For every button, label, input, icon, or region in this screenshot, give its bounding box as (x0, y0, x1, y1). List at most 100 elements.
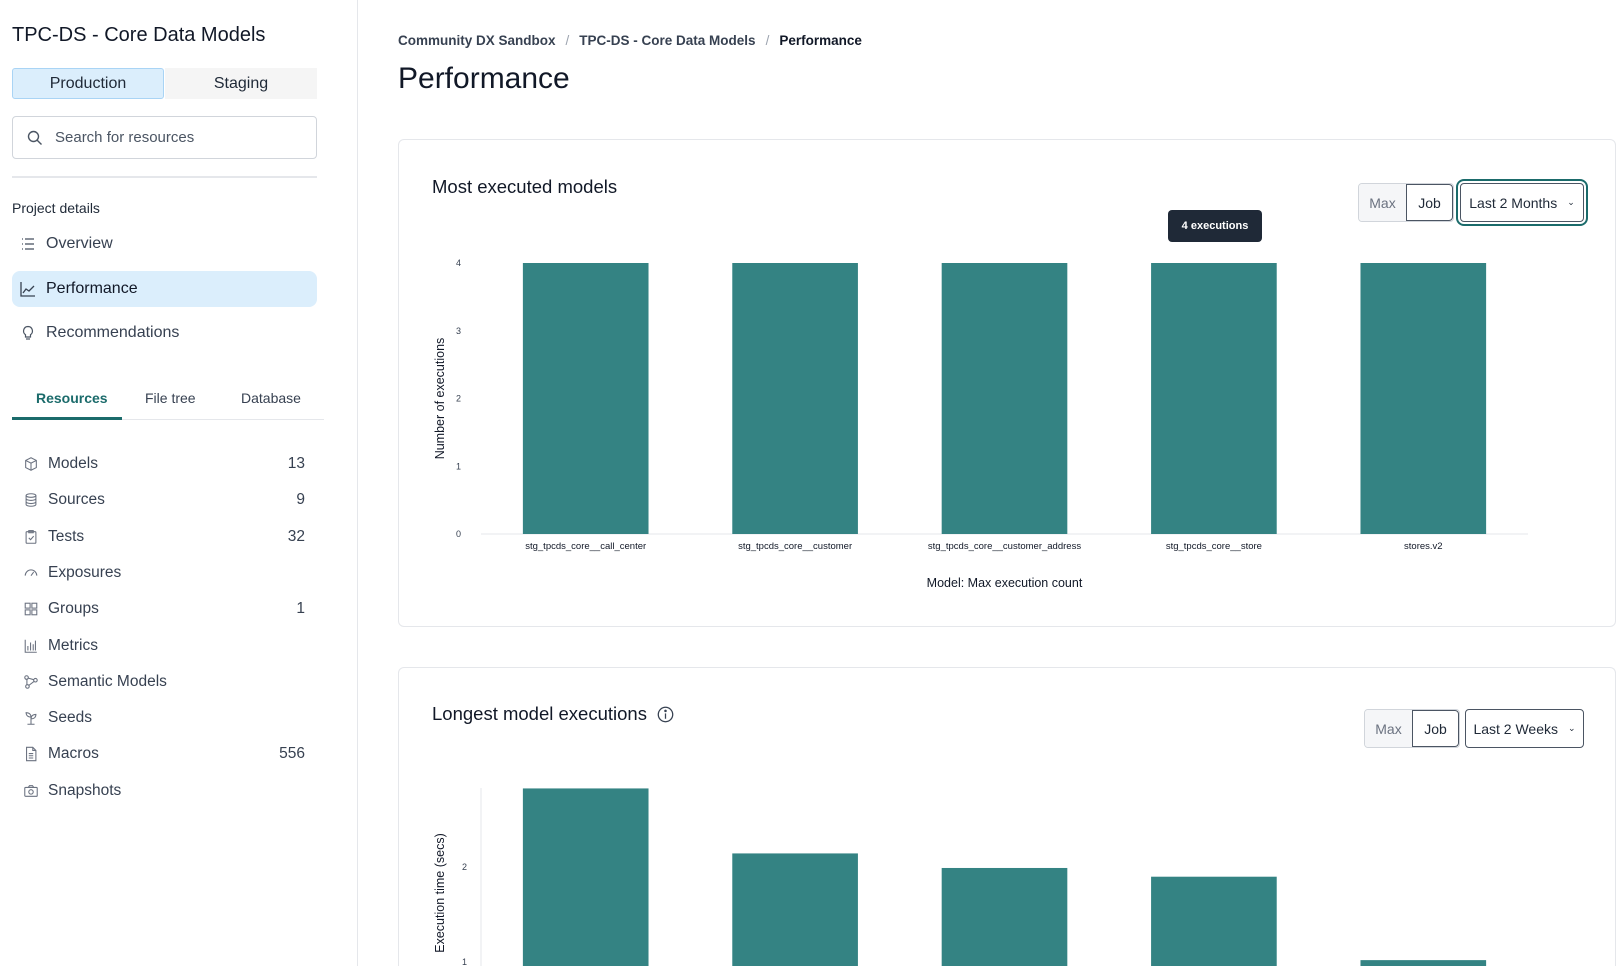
range-value: Last 2 Months (1469, 194, 1558, 211)
bar (732, 853, 858, 966)
resource-item-exposures[interactable]: Exposures (22, 559, 305, 587)
bar (941, 263, 1068, 534)
card-title-wrap: Longest model executions (432, 703, 674, 725)
page-title: Performance (398, 62, 570, 95)
x-tick-label: stg_tpcds_core__customer (738, 541, 852, 552)
resource-item-metrics[interactable]: Metrics (22, 632, 305, 660)
x-axis-title: Model: Max execution count (927, 576, 1083, 590)
breadcrumb-separator: / (765, 33, 770, 48)
chevron-down-icon: ⌄ (1567, 197, 1575, 207)
resource-count: 556 (279, 745, 305, 763)
y-tick-label: 1 (462, 957, 467, 966)
bar (1151, 876, 1277, 966)
sprout-icon (22, 709, 40, 727)
bar (1360, 960, 1487, 966)
sidebar: TPC-DS - Core Data Models Production Sta… (0, 0, 358, 966)
longest-executions-card: Longest model executions Max Job Last 2 … (398, 667, 1616, 966)
resource-count: 32 (287, 527, 305, 545)
resource-item-seeds[interactable]: Seeds (22, 704, 305, 732)
toggle-max[interactable]: Max (1365, 710, 1412, 747)
resource-item-snapshots[interactable]: Snapshots (22, 777, 305, 805)
divider (12, 176, 317, 178)
bar (941, 867, 1068, 966)
toggle-job[interactable]: Job (1412, 710, 1459, 747)
breadcrumb-link-sandbox[interactable]: Community DX Sandbox (398, 33, 556, 48)
project-details-label: Project details (12, 200, 100, 216)
lightbulb-icon (22, 325, 34, 340)
cube-icon (22, 455, 40, 473)
card-title: Longest model executions (432, 703, 647, 724)
env-tab-production[interactable]: Production (12, 68, 164, 99)
resource-item-groups[interactable]: Groups 1 (22, 595, 305, 623)
list-icon (22, 238, 34, 250)
search-input[interactable]: Search for resources (12, 116, 317, 159)
y-axis-title: Number of executions (433, 338, 447, 460)
y-tick-label: 3 (456, 326, 461, 336)
max-job-toggle: Max Job (1358, 183, 1454, 222)
resource-label: Tests (48, 527, 85, 545)
resource-label: Models (48, 455, 98, 472)
y-tick-label: 0 (456, 529, 461, 539)
resource-item-tests[interactable]: Tests 32 (22, 523, 305, 551)
grid-icon (22, 600, 40, 618)
breadcrumb: Community DX Sandbox / TPC-DS - Core Dat… (398, 33, 862, 48)
gauge-icon (22, 564, 40, 582)
info-icon[interactable] (657, 706, 674, 723)
longest-executions-chart: 1 2 Execution time (secs) (433, 788, 1487, 966)
database-icon (22, 491, 40, 509)
tab-resources[interactable]: Resources (36, 390, 108, 406)
resource-item-sources[interactable]: Sources 9 (22, 486, 305, 514)
resource-item-macros[interactable]: Macros 556 (22, 740, 305, 768)
range-dropdown[interactable]: Last 2 Weeks ⌄ (1465, 709, 1584, 748)
nav-overview[interactable]: Overview (12, 226, 317, 262)
most-executed-card: Most executed models Max Job Last 2 Mont… (398, 139, 1616, 627)
card-title: Most executed models (432, 176, 618, 197)
chevron-down-icon: ⌄ (1568, 723, 1576, 733)
bar (1360, 263, 1487, 534)
y-tick-label: 4 (456, 258, 461, 268)
env-tab-staging[interactable]: Staging (165, 68, 317, 99)
tab-database[interactable]: Database (241, 390, 301, 406)
y-tick-label: 2 (462, 862, 467, 872)
toggle-job[interactable]: Job (1406, 184, 1453, 221)
bar (522, 263, 649, 534)
project-title: TPC-DS - Core Data Models (12, 24, 266, 46)
y-tick-label: 1 (456, 461, 461, 471)
search-icon (27, 130, 42, 145)
resource-label: Metrics (48, 636, 98, 654)
x-tick-label: stg_tpcds_core__customer_address (928, 541, 1081, 552)
document-icon (22, 745, 40, 763)
x-tick-label: stores.v2 (1404, 541, 1443, 552)
resource-label: Sources (48, 491, 105, 509)
breadcrumb-separator: / (565, 33, 570, 48)
breadcrumb-link-project[interactable]: TPC-DS - Core Data Models (579, 33, 756, 48)
nodes-icon (22, 673, 40, 691)
resource-count: 1 (296, 600, 305, 618)
resource-label: Semantic Models (48, 672, 167, 690)
resource-label: Groups (48, 600, 99, 618)
toggle-max[interactable]: Max (1359, 184, 1406, 221)
max-job-toggle: Max Job (1364, 709, 1460, 748)
nav-performance[interactable]: Performance (12, 271, 317, 307)
x-tick-label: stg_tpcds_core__call_center (525, 541, 646, 552)
tab-divider (12, 419, 324, 420)
camera-icon (22, 782, 40, 800)
resource-count: 13 (287, 455, 305, 472)
nav-recommendations[interactable]: Recommendations (12, 315, 317, 351)
resource-label: Macros (48, 745, 99, 763)
nav-label: Performance (46, 280, 138, 297)
bar-tooltip: 4 executions (1168, 210, 1262, 242)
y-tick-label: 2 (456, 394, 461, 404)
nav-label: Recommendations (46, 324, 180, 341)
resource-label: Exposures (48, 563, 122, 581)
resource-item-semantic-models[interactable]: Semantic Models (22, 668, 305, 696)
range-dropdown[interactable]: Last 2 Months ⌄ (1460, 183, 1584, 222)
nav-label: Overview (46, 235, 113, 252)
resource-label: Seeds (48, 709, 92, 727)
active-tab-indicator (12, 417, 122, 420)
bar (1151, 263, 1277, 534)
breadcrumb-current: Performance (779, 33, 862, 48)
resource-item-models[interactable]: Models 13 (22, 450, 305, 478)
clipboard-check-icon (22, 528, 40, 546)
tab-file-tree[interactable]: File tree (145, 390, 196, 406)
